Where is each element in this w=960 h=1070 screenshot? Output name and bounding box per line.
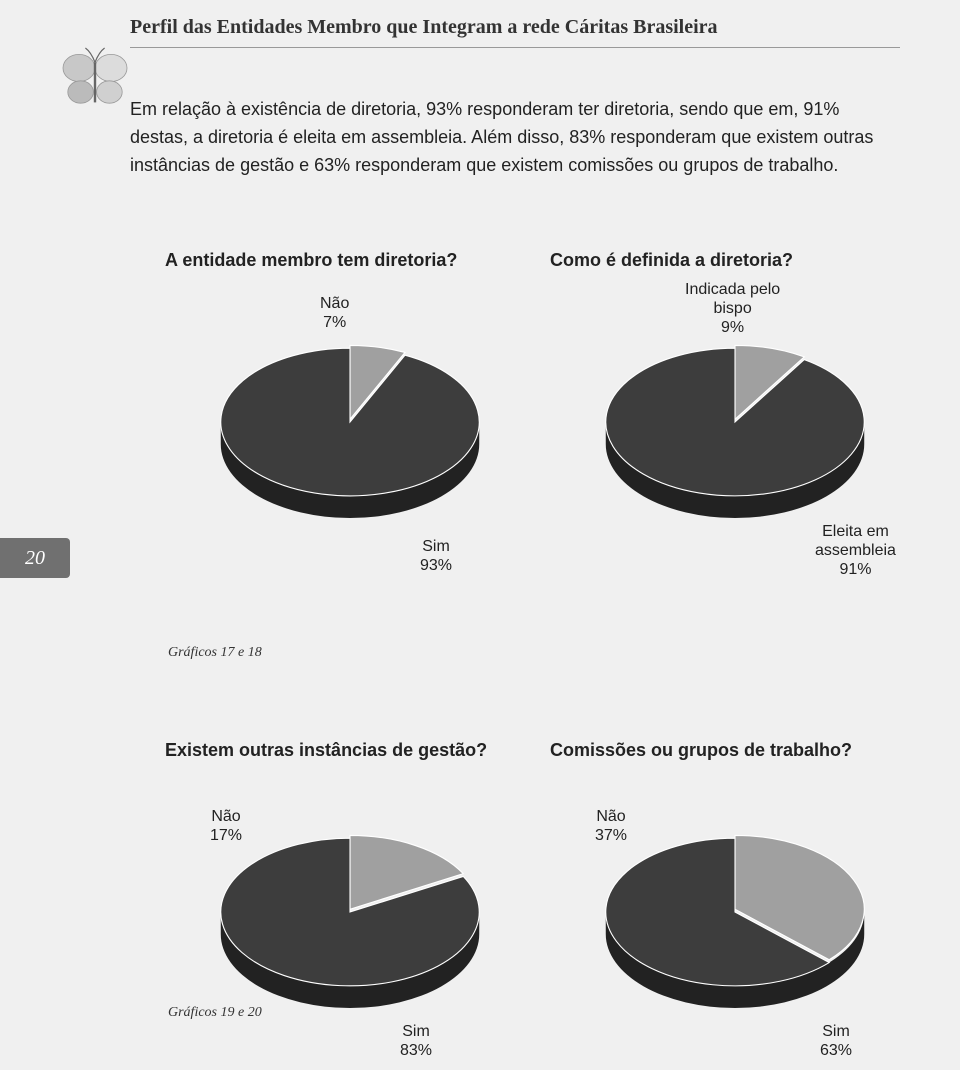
pie-label: Sim93% <box>420 537 452 575</box>
chart-4: Comissões ou grupos de trabalho? Não37%S… <box>550 740 920 1070</box>
chart-2-pie: Indicada pelobispo9%Eleita emassembleia9… <box>585 302 885 542</box>
pie-label: Indicada pelobispo9% <box>685 280 780 338</box>
caption-17-18: Gráficos 17 e 18 <box>168 645 262 661</box>
pie-label: Eleita emassembleia91% <box>815 522 896 580</box>
pie-label: Sim83% <box>400 1022 432 1060</box>
pie-label: Não17% <box>210 807 242 845</box>
chart-4-pie: Não37%Sim63% <box>585 792 885 1032</box>
pie-label: Não37% <box>595 807 627 845</box>
page-title: Perfil das Entidades Membro que Integram… <box>130 16 900 48</box>
butterfly-logo <box>55 40 135 120</box>
pie-label: Sim63% <box>820 1022 852 1060</box>
page-number-tab: 20 <box>0 538 70 578</box>
pie-label: Não7% <box>320 294 349 332</box>
chart-4-title: Comissões ou grupos de trabalho? <box>550 740 920 788</box>
page-number: 20 <box>25 547 45 570</box>
chart-1: A entidade membro tem diretoria? Não7%Si… <box>165 250 535 580</box>
chart-row-1: A entidade membro tem diretoria? Não7%Si… <box>130 250 900 580</box>
body-paragraph: Em relação à existência de diretoria, 93… <box>130 96 880 180</box>
page: Perfil das Entidades Membro que Integram… <box>0 0 960 1029</box>
chart-3-pie: Não17%Sim83% <box>200 792 500 1032</box>
chart-1-pie: Não7%Sim93% <box>200 302 500 542</box>
chart-1-title: A entidade membro tem diretoria? <box>165 250 535 298</box>
chart-2: Como é definida a diretoria? Indicada pe… <box>550 250 920 580</box>
caption-19-20: Gráficos 19 e 20 <box>168 1005 262 1021</box>
chart-3-title: Existem outras instâncias de gestão? <box>165 740 535 788</box>
page-header: Perfil das Entidades Membro que Integram… <box>130 16 900 48</box>
